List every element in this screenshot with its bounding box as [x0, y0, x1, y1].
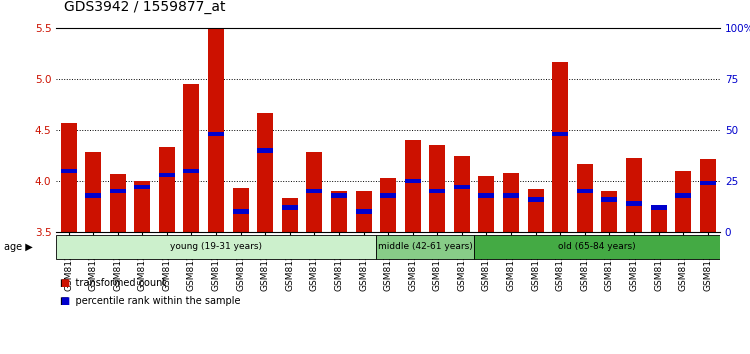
Bar [331, 193, 347, 198]
Bar [650, 209, 667, 232]
Bar [700, 159, 715, 232]
Bar [56, 235, 376, 259]
Bar [528, 189, 544, 232]
Bar [232, 209, 248, 214]
Bar [675, 193, 691, 198]
Bar [626, 158, 642, 232]
Bar [208, 132, 224, 136]
Bar [331, 191, 347, 232]
Bar [208, 28, 224, 232]
Bar [577, 189, 592, 193]
Text: GDS3942 / 1559877_at: GDS3942 / 1559877_at [64, 0, 225, 14]
Bar [454, 185, 470, 189]
Bar [474, 235, 720, 259]
Bar [478, 193, 494, 198]
Bar [700, 181, 715, 185]
Bar [232, 188, 248, 232]
Bar [503, 173, 519, 232]
Bar [675, 171, 691, 232]
Bar [552, 62, 568, 232]
Bar [134, 185, 150, 189]
Text: young (19-31 years): young (19-31 years) [170, 242, 262, 251]
Text: ■: ■ [60, 278, 69, 288]
Bar [159, 147, 175, 232]
Bar [429, 189, 445, 193]
Bar [307, 153, 322, 232]
Bar [86, 193, 101, 198]
Bar [380, 178, 396, 232]
Bar [528, 197, 544, 201]
Bar [356, 191, 371, 232]
Bar [282, 198, 298, 232]
Bar [405, 179, 421, 183]
Bar [626, 201, 642, 206]
Bar [503, 193, 519, 198]
Bar [602, 197, 617, 201]
Text: ■: ■ [60, 296, 69, 306]
Bar [184, 84, 200, 232]
Bar [159, 173, 175, 177]
Bar [61, 123, 76, 232]
Bar [577, 164, 592, 232]
Bar [602, 191, 617, 232]
Bar [134, 181, 150, 232]
Bar [376, 235, 474, 259]
Bar [307, 189, 322, 193]
Text: middle (42-61 years): middle (42-61 years) [377, 242, 472, 251]
Bar [552, 132, 568, 136]
Bar [61, 169, 76, 173]
Bar [650, 205, 667, 210]
Text: age ▶: age ▶ [4, 242, 32, 252]
Text: ■  transformed count: ■ transformed count [60, 278, 166, 288]
Text: ■  percentile rank within the sample: ■ percentile rank within the sample [60, 296, 241, 306]
Bar [110, 189, 126, 193]
Bar [86, 153, 101, 232]
Bar [405, 140, 421, 232]
Bar [429, 145, 445, 232]
Bar [110, 174, 126, 232]
Bar [380, 193, 396, 198]
Text: old (65-84 years): old (65-84 years) [558, 242, 636, 251]
Bar [257, 113, 273, 232]
Bar [282, 205, 298, 210]
Bar [454, 155, 470, 232]
Bar [257, 148, 273, 153]
Bar [356, 209, 371, 214]
Bar [184, 169, 200, 173]
Bar [478, 176, 494, 232]
